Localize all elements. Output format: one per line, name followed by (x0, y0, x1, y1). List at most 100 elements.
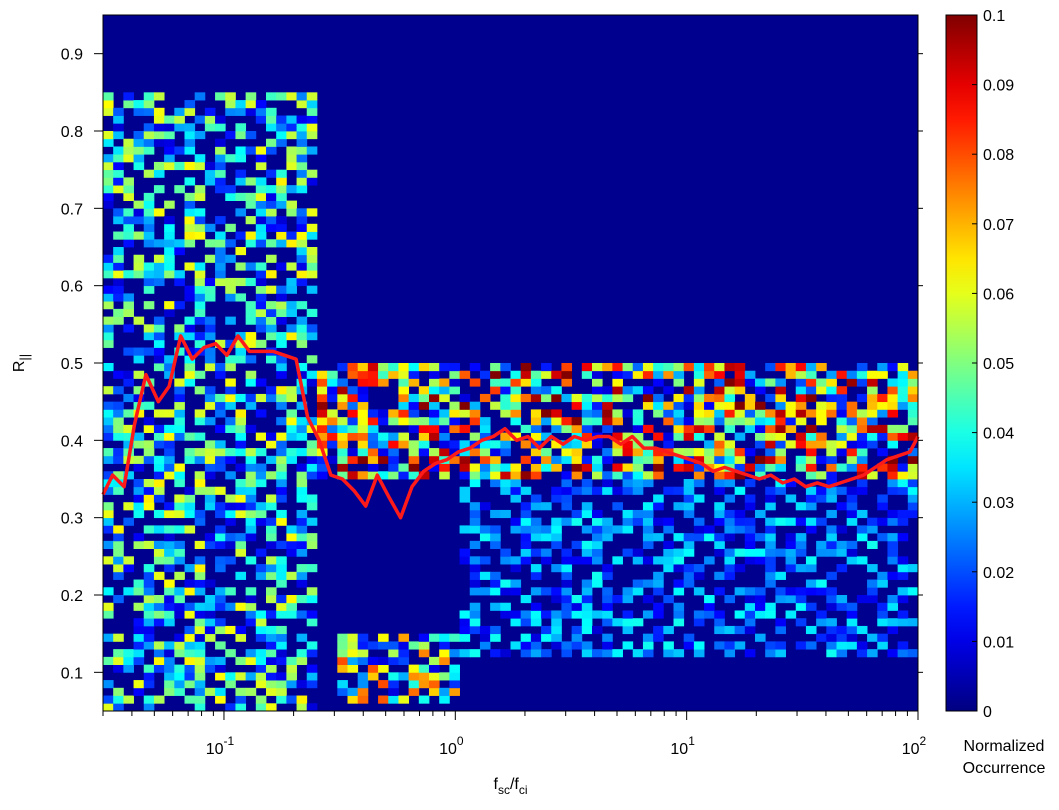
heatmap-cell (296, 517, 308, 526)
heatmap-cell (296, 301, 308, 310)
heatmap-cell (867, 564, 878, 573)
heatmap-cell (836, 625, 848, 635)
heatmap-cell (153, 339, 165, 348)
heatmap-cell (581, 556, 593, 565)
heatmap-cell (632, 455, 644, 464)
heatmap-cell (479, 556, 491, 565)
heatmap-cell (357, 386, 369, 395)
heatmap-cell (103, 169, 114, 178)
heatmap-cell (266, 595, 277, 604)
heatmap-cell (133, 200, 145, 209)
heatmap-cell (541, 370, 552, 379)
heatmap-cell (367, 440, 379, 449)
heatmap-cell (724, 424, 736, 433)
heatmap-cell (612, 486, 623, 495)
heatmap-cell (255, 177, 267, 186)
heatmap-cell (561, 610, 573, 619)
heatmap-cell (164, 455, 175, 464)
heatmap-cell (551, 494, 562, 503)
heatmap-cell (276, 494, 287, 503)
heatmap-cell (907, 587, 919, 596)
heatmap-cell (755, 386, 766, 395)
heatmap-cell (765, 463, 776, 472)
heatmap-cell (765, 363, 776, 372)
heatmap-cell (816, 540, 827, 549)
heatmap-cell (245, 332, 257, 341)
heatmap-cell (153, 254, 165, 263)
heatmap-cell (846, 610, 858, 619)
heatmap-cell (235, 208, 247, 217)
heatmap-cell (174, 417, 185, 426)
heatmap-cell (856, 370, 868, 379)
heatmap-cell (255, 509, 267, 519)
heatmap-cell (306, 324, 318, 333)
heatmap-cell (174, 502, 185, 511)
heatmap-cell (204, 347, 216, 356)
heatmap-cell (164, 409, 175, 418)
heatmap-cell (622, 448, 634, 457)
heatmap-cell (123, 293, 134, 302)
heatmap-cell (143, 571, 155, 580)
heatmap-cell (194, 618, 206, 627)
heatmap-cell (408, 672, 420, 681)
heatmap-cell (816, 579, 827, 588)
heatmap-cell (153, 347, 165, 356)
heatmap-cell (347, 471, 359, 480)
heatmap-cell (123, 347, 134, 356)
heatmap-cell (867, 378, 878, 387)
heatmap-cell (153, 455, 165, 464)
heatmap-cell (612, 463, 623, 472)
heatmap-cell (388, 417, 399, 426)
heatmap-cell (805, 494, 817, 503)
heatmap-cell (357, 432, 369, 441)
heatmap-cell (846, 625, 858, 635)
heatmap-cell (805, 455, 817, 464)
heatmap-cell (164, 216, 175, 225)
heatmap-cell (286, 154, 297, 163)
heatmap-cell (744, 409, 756, 418)
heatmap-cell (683, 393, 695, 403)
heatmap-cell (571, 509, 583, 519)
heatmap-cell (367, 471, 379, 480)
heatmap-cell (123, 146, 134, 155)
heatmap-cell (673, 432, 685, 441)
heatmap-cell (795, 587, 807, 596)
heatmap-cell (235, 247, 247, 256)
heatmap-cell (296, 595, 308, 604)
heatmap-cell (143, 200, 155, 209)
heatmap-cell (153, 355, 165, 364)
heatmap-cell (184, 324, 196, 333)
heatmap-cell (867, 424, 878, 433)
heatmap-cell (449, 687, 460, 696)
heatmap-cell (459, 548, 471, 557)
heatmap-cell (459, 424, 471, 433)
heatmap-cell (490, 602, 501, 611)
heatmap-cell (245, 339, 257, 348)
heatmap-cell (388, 370, 399, 379)
heatmap-cell (469, 463, 481, 472)
heatmap-cell (632, 479, 644, 488)
heatmap-cell (490, 579, 501, 588)
heatmap-cell (245, 262, 257, 271)
heatmap-cell (113, 216, 124, 225)
heatmap-cell (388, 432, 399, 441)
heatmap-cell (276, 200, 287, 209)
heatmap-cell (225, 363, 236, 372)
heatmap-cell (612, 448, 623, 457)
heatmap-cell (306, 247, 318, 256)
heatmap-cell (347, 656, 359, 665)
heatmap-cell (184, 355, 196, 364)
heatmap-cell (296, 138, 308, 147)
heatmap-cell (113, 448, 124, 457)
heatmap-cell (418, 401, 430, 410)
heatmap-cell (103, 602, 114, 611)
heatmap-cell (592, 556, 603, 565)
heatmap-cell (663, 517, 674, 526)
heatmap-cell (184, 695, 196, 704)
colorbar-tick-label: 0.1 (983, 8, 1005, 25)
heatmap-cell (479, 455, 491, 464)
heatmap-cell (398, 440, 410, 449)
heatmap-cell (795, 378, 807, 387)
heatmap-cell (276, 231, 287, 240)
heatmap-cell (673, 424, 685, 433)
